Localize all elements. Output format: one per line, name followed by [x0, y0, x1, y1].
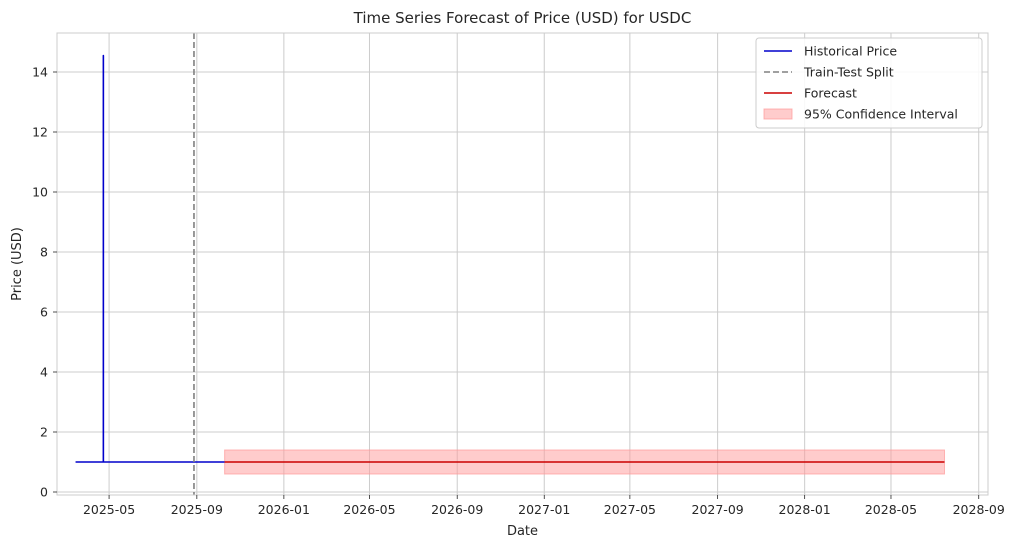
- legend-label: Historical Price: [804, 44, 897, 59]
- x-tick-label: 2025-05: [83, 502, 135, 517]
- y-tick-label: 6: [40, 305, 48, 320]
- x-axis-title: Date: [507, 524, 538, 539]
- x-tick-label: 2026-05: [343, 502, 395, 517]
- x-tick-label: 2028-01: [779, 502, 831, 517]
- y-tick-label: 2: [40, 425, 48, 440]
- legend-label: 95% Confidence Interval: [804, 107, 958, 122]
- historical-price-line: [75, 54, 225, 463]
- y-tick-label: 10: [32, 185, 48, 200]
- y-tick-label: 14: [32, 65, 48, 80]
- y-axis-title: Price (USD): [10, 227, 25, 301]
- legend: Historical Price Train-Test Split Forecast…: [755, 37, 983, 129]
- y-tick-label: 0: [40, 485, 48, 500]
- x-tick-label: 2027-05: [604, 502, 656, 517]
- y-tick-label: 12: [32, 125, 48, 140]
- chart-title: Time Series Forecast of Price (USD) for …: [353, 9, 692, 27]
- x-tick-label: 2027-09: [692, 502, 744, 517]
- x-tick-label: 2026-01: [258, 502, 310, 517]
- series-layer: [75, 33, 945, 495]
- x-tick-label: 2028-09: [953, 502, 1005, 517]
- plot-frame: [56, 32, 989, 496]
- y-tick-label: 8: [40, 245, 48, 260]
- legend-frame: [755, 37, 983, 129]
- x-tick-label: 2025-09: [171, 502, 223, 517]
- legend-label: Train-Test Split: [803, 65, 894, 80]
- x-tick-label: 2027-01: [518, 502, 570, 517]
- legend-swatch-band: [763, 108, 793, 120]
- y-tick-label: 4: [40, 365, 48, 380]
- legend-label: Forecast: [804, 86, 857, 101]
- tick-label-layer: 2025-05 2025-09 2026-01 2026-05 2026-09 2027-…: [32, 65, 1005, 518]
- x-tick-label: 2026-09: [431, 502, 483, 517]
- x-tick-label: 2028-05: [865, 502, 917, 517]
